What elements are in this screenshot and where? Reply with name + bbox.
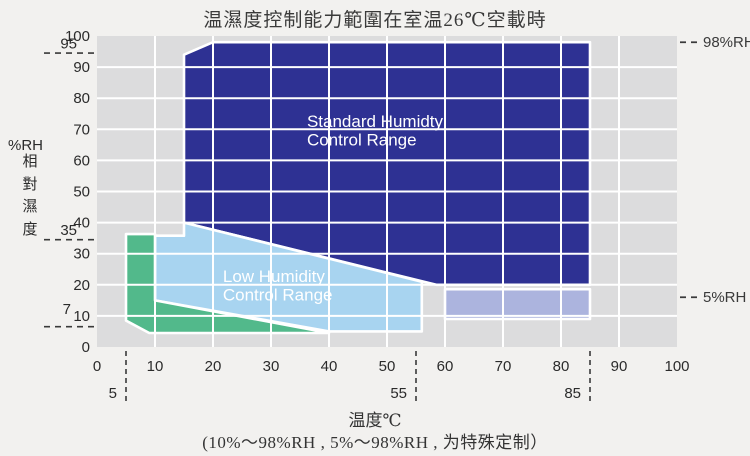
y-tick-10: 10 bbox=[73, 308, 90, 325]
y-axis-unit-line: 濕 bbox=[22, 198, 37, 215]
region-label-low-humidity-range: Low Humidity bbox=[223, 267, 326, 286]
region-label-standard-humidity-range: Standard Humidty bbox=[307, 112, 444, 131]
y-tick-100: 100 bbox=[65, 28, 90, 45]
y-tick-0: 0 bbox=[82, 339, 90, 356]
y-tick-30: 30 bbox=[73, 246, 90, 263]
y-tick-50: 50 bbox=[73, 184, 90, 201]
x-axis-ticks: 0 10 20 30 40 50 60 70 80 90 100 bbox=[93, 358, 690, 375]
y-tick-40: 40 bbox=[73, 215, 90, 232]
y-axis-unit-line: %RH bbox=[8, 137, 43, 154]
annotation-98%RH: 98%RH bbox=[703, 34, 750, 51]
x-axis-title: 温度℃ bbox=[348, 411, 402, 430]
y-tick-20: 20 bbox=[73, 277, 90, 294]
y-tick-70: 70 bbox=[73, 121, 90, 138]
y-special-tick-95: 95 bbox=[60, 36, 77, 53]
x-tick-50: 50 bbox=[379, 358, 396, 375]
gridlines bbox=[97, 36, 677, 347]
y-special-tick-7: 7 bbox=[63, 301, 71, 318]
x-tick-100: 100 bbox=[664, 358, 689, 375]
region-label-low-humidity-range: Control Range bbox=[223, 286, 333, 305]
x-tick-0: 0 bbox=[93, 358, 101, 375]
x-tick-40: 40 bbox=[321, 358, 338, 375]
y-tick-90: 90 bbox=[73, 59, 90, 76]
x-tick-30: 30 bbox=[263, 358, 280, 375]
x-special-tick-85: 85 bbox=[564, 385, 581, 402]
chart-regions bbox=[124, 40, 592, 335]
footnote: (10%～98%RH , 5%～98%RH , 为特殊定制） bbox=[202, 433, 548, 452]
x-tick-80: 80 bbox=[553, 358, 570, 375]
x-tick-20: 20 bbox=[205, 358, 222, 375]
y-axis-unit-line: 相 bbox=[22, 153, 37, 170]
y-axis-unit-line: 對 bbox=[22, 176, 37, 193]
right-annotations: 98%RH 5%RH bbox=[680, 34, 750, 306]
annotation-5%RH: 5%RH bbox=[703, 289, 746, 306]
y-tick-60: 60 bbox=[73, 152, 90, 169]
x-tick-60: 60 bbox=[437, 358, 454, 375]
chart-title: 温濕度控制能力範圍在室温26℃空載時 bbox=[203, 10, 547, 31]
x-special-tick-5: 5 bbox=[109, 385, 117, 402]
x-tick-90: 90 bbox=[611, 358, 628, 375]
y-axis-unit-line: 度 bbox=[22, 221, 37, 238]
x-tick-10: 10 bbox=[147, 358, 164, 375]
y-axis-ticks: 0 10 20 30 40 50 60 70 80 90 100 bbox=[65, 28, 90, 356]
x-special-tick-55: 55 bbox=[390, 385, 407, 402]
y-tick-80: 80 bbox=[73, 90, 90, 107]
region-lavender-extended-range bbox=[443, 287, 592, 321]
y-special-tick-35: 35 bbox=[60, 222, 77, 239]
x-tick-70: 70 bbox=[495, 358, 512, 375]
region-label-standard-humidity-range: Control Range bbox=[307, 131, 417, 150]
